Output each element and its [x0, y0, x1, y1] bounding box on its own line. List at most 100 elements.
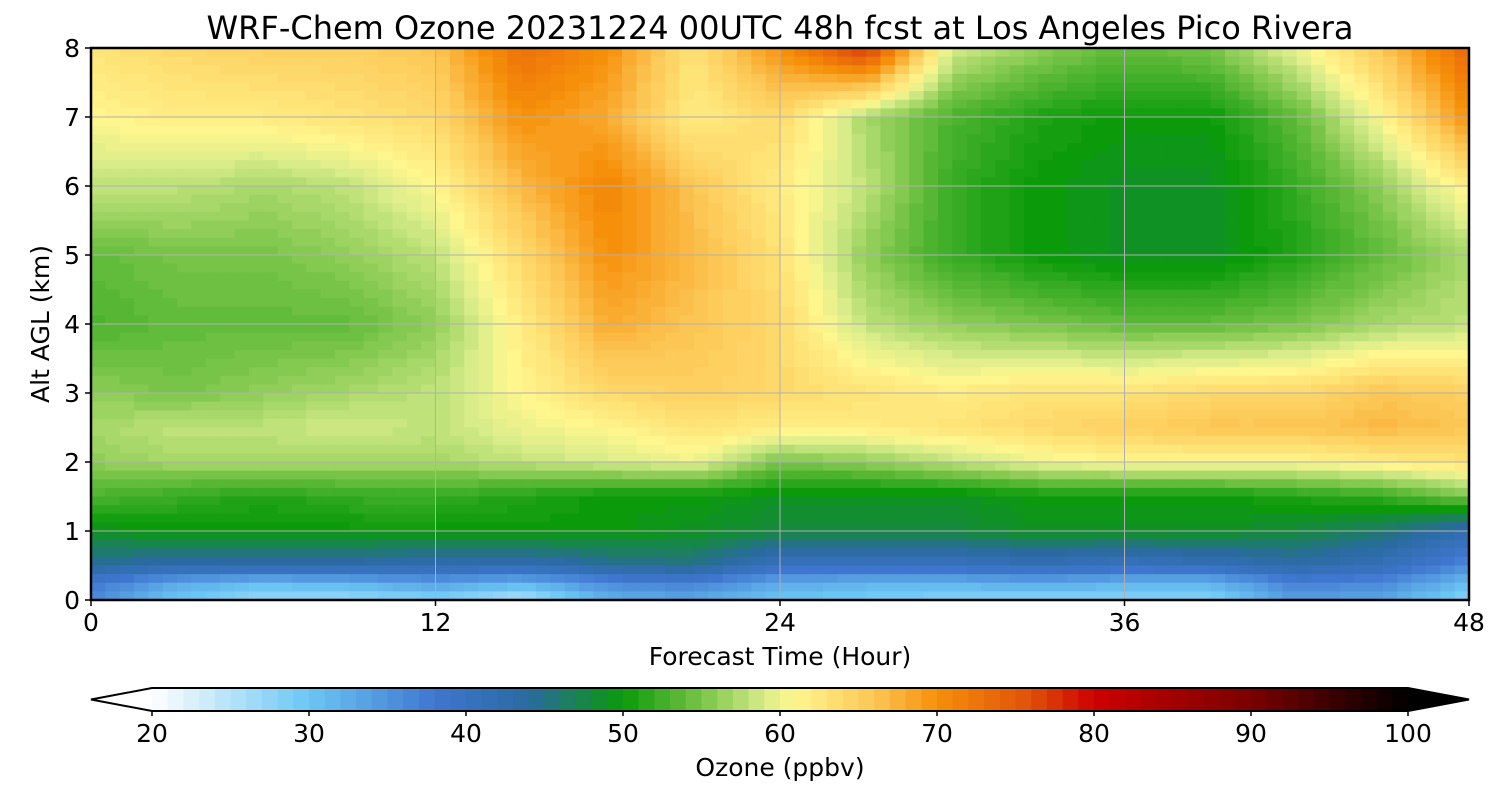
heat-cell [1052, 462, 1068, 472]
heat-cell [1224, 203, 1240, 213]
heat-cell [823, 289, 839, 299]
heat-cell [1110, 393, 1126, 403]
heat-cell [1124, 82, 1140, 92]
heat-cell [1382, 393, 1398, 403]
heat-cell [1138, 65, 1154, 75]
heat-cell [234, 168, 250, 178]
heat-cell [234, 280, 250, 291]
heat-cell [1067, 358, 1083, 368]
heat-cell [1296, 272, 1312, 282]
heat-cell [105, 453, 121, 463]
heat-cell [1339, 289, 1355, 299]
heat-cell [234, 246, 250, 256]
heat-cell [1224, 280, 1240, 291]
heat-cell [966, 211, 982, 222]
heat-cell [234, 125, 250, 135]
heat-cell [1095, 73, 1111, 84]
heat-cell [952, 203, 968, 213]
heat-cell [105, 410, 121, 420]
heat-cell [765, 73, 781, 84]
heat-cell [1411, 298, 1427, 308]
heat-cell [363, 229, 379, 239]
heat-cell [134, 177, 150, 187]
heat-cell [421, 263, 437, 273]
heat-cell [923, 487, 939, 498]
heat-cell [191, 401, 207, 411]
heat-cell [823, 108, 839, 118]
heat-cell [1454, 194, 1469, 204]
heat-cell [91, 470, 106, 480]
heat-cell [1239, 65, 1255, 75]
heat-cell [1440, 99, 1456, 109]
heat-cell [1153, 306, 1169, 316]
heat-cell [291, 108, 307, 118]
heat-cell [1368, 194, 1384, 204]
heat-cell [1210, 332, 1226, 342]
heat-cell [1196, 211, 1212, 222]
heat-cell [722, 315, 738, 325]
heat-cell [1239, 48, 1255, 58]
heat-cell [277, 272, 293, 282]
heat-cell [421, 73, 437, 84]
heat-cell [636, 65, 652, 75]
heat-cell [1382, 263, 1398, 273]
heat-cell [1368, 229, 1384, 239]
heat-cell [148, 375, 164, 385]
heat-cell [392, 211, 408, 222]
heat-cell [1038, 410, 1054, 420]
heat-cell [148, 246, 164, 256]
heat-cell [923, 237, 939, 247]
heat-cell [1368, 186, 1384, 196]
heat-cell [105, 367, 121, 377]
heat-cell [1382, 142, 1398, 153]
heat-cell [234, 134, 250, 144]
heat-cell [134, 436, 150, 446]
heat-cell [1268, 453, 1283, 463]
heat-cell [1296, 65, 1312, 75]
heat-cell [1397, 220, 1413, 230]
heat-cell [880, 470, 896, 480]
heat-cell [507, 427, 523, 437]
heat-cell [134, 194, 150, 204]
heat-cell [492, 82, 508, 92]
heat-cell [1009, 237, 1025, 247]
heat-cell [277, 82, 293, 92]
heat-cell [1354, 487, 1370, 498]
heat-cell [277, 367, 293, 377]
heat-cell [607, 280, 623, 291]
heat-cell [1110, 427, 1126, 437]
heat-cell [263, 418, 279, 429]
heat-cell [622, 324, 638, 334]
heat-cell [1411, 65, 1427, 75]
heat-cell [1024, 375, 1039, 385]
heat-cell [521, 375, 537, 385]
heat-cell [306, 91, 322, 101]
heat-cell [291, 117, 307, 127]
heat-cell [995, 186, 1011, 196]
heat-cell [837, 436, 853, 446]
heat-cell [923, 134, 939, 144]
heat-cell [1181, 82, 1197, 92]
heat-cell [234, 315, 250, 325]
heat-cell [1368, 151, 1384, 161]
heat-cell [435, 453, 451, 463]
heat-cell [421, 324, 437, 334]
heat-cell [1282, 332, 1298, 342]
heat-cell [449, 125, 465, 135]
heat-cell [1325, 56, 1341, 66]
heat-cell [650, 289, 666, 299]
heat-cell [1325, 186, 1341, 196]
heat-cell [650, 487, 666, 498]
heat-cell [177, 108, 193, 118]
heat-cell [119, 418, 135, 429]
heat-cell [722, 462, 738, 472]
heat-cell [794, 324, 810, 334]
heat-cell [579, 203, 594, 213]
heat-cell [937, 436, 953, 446]
heat-cell [234, 73, 250, 84]
heat-cell [464, 470, 480, 480]
heat-cell [1167, 160, 1183, 170]
heat-cell [1081, 479, 1097, 489]
heat-cell [607, 427, 623, 437]
heat-cell [937, 263, 953, 273]
